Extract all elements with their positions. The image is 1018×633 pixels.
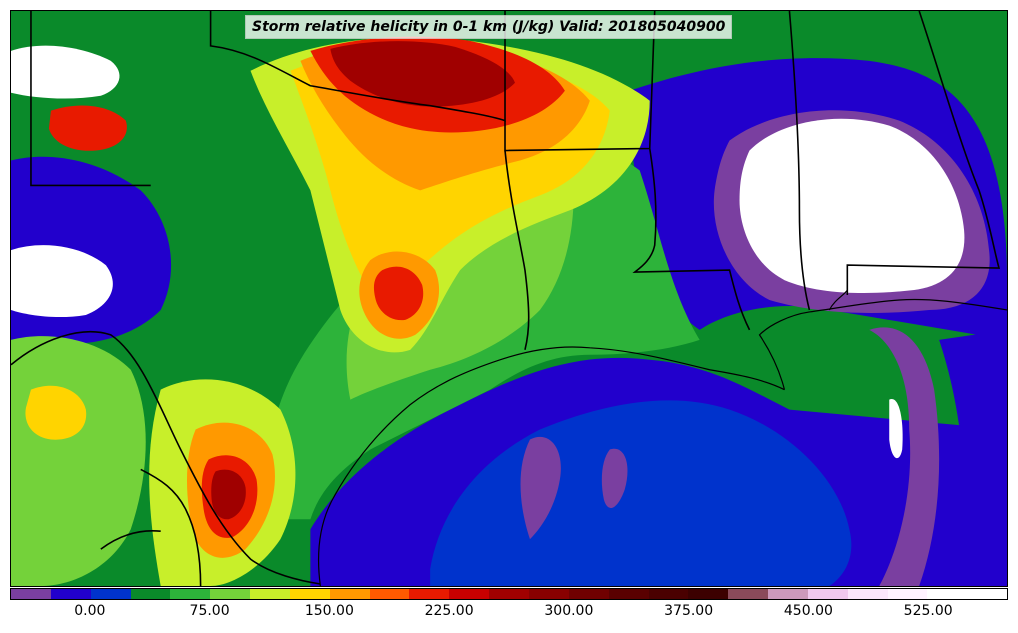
south-dark-red-region (211, 469, 246, 520)
alabama-georgia-border (846, 11, 1001, 296)
mexico-state-border-2 (100, 529, 161, 550)
central-red-patch (373, 266, 424, 321)
west-red-top (48, 105, 127, 151)
colorbar-segment (409, 589, 450, 599)
colorbar-segment (11, 589, 51, 599)
colorbar-segment (927, 589, 968, 599)
mexico-state-border (140, 468, 202, 586)
texas-new-mexico-border (30, 11, 151, 187)
colorbar-segment (489, 589, 529, 599)
gulf-purple-band (869, 327, 940, 586)
texas-oklahoma-border (209, 11, 506, 122)
colorbar-segment (50, 589, 91, 599)
colorbar-segment (807, 589, 848, 599)
colorbar-segment (967, 589, 1007, 599)
us-mexico-border (11, 331, 321, 585)
colorbar-segment (369, 589, 410, 599)
east-white-region (739, 118, 965, 294)
texas-coastline (317, 346, 785, 586)
political-boundaries (11, 11, 1001, 586)
west-white-top (11, 45, 120, 99)
colorbar-segment (728, 589, 769, 599)
colorbar-segment (568, 589, 609, 599)
west-white-region (11, 245, 113, 318)
colorbar-segment (90, 589, 131, 599)
colorbar-segment (847, 589, 888, 599)
colorbar-segment (449, 589, 490, 599)
colorbar-segment (170, 589, 211, 599)
colorbar-tick-label: 450.00 (783, 603, 833, 619)
colorbar-segment (768, 589, 808, 599)
colorbar-segment (688, 589, 729, 599)
colorbar-tick-label: 525.00 (903, 603, 953, 619)
map-title: Storm relative helicity in 0-1 km (J/kg)… (245, 15, 733, 39)
louisiana-mississippi-border (632, 148, 751, 331)
coastlines (317, 289, 1007, 586)
mexico-yellow-spots (25, 385, 87, 440)
north-dark-red-core (330, 41, 515, 107)
colorbar-segment (528, 589, 569, 599)
alabama-bay (828, 289, 848, 311)
mississippi-alabama-border (788, 11, 811, 311)
colorbar-tick-label: 225.00 (424, 603, 474, 619)
colorbar-segment (648, 589, 689, 599)
map-panel (10, 10, 1008, 587)
gulf-white-spot (889, 399, 903, 459)
colorbar-segment (210, 589, 251, 599)
helicity-contour-map (11, 11, 1007, 586)
texas-louisiana-border (504, 150, 530, 351)
louisiana-coastline (758, 298, 1007, 390)
colorbar-segment (887, 589, 928, 599)
colorbar-segment (289, 589, 330, 599)
arkansas-border (504, 11, 656, 152)
colorbar-ticks: 0.00 75.00 150.00 225.00 300.00 375.00 450.00 5… (10, 600, 1008, 630)
coastal-purple-streak (520, 436, 561, 540)
gulf-purple-east (939, 329, 1007, 586)
colorbar-segment (608, 589, 649, 599)
colorbar-tick-label: 150.00 (304, 603, 354, 619)
colorbar-tick-label: 300.00 (544, 603, 594, 619)
colorbar-tick-label: 0.00 (74, 603, 106, 619)
coastal-purple-streak-2 (601, 448, 628, 508)
colorbar-tick-label: 375.00 (664, 603, 714, 619)
colorbar-tick-label: 75.00 (189, 603, 230, 619)
colorbar-segment (130, 589, 171, 599)
colorbar-segment (329, 589, 370, 599)
colorbar-segment (250, 589, 290, 599)
colorbar (10, 588, 1008, 600)
